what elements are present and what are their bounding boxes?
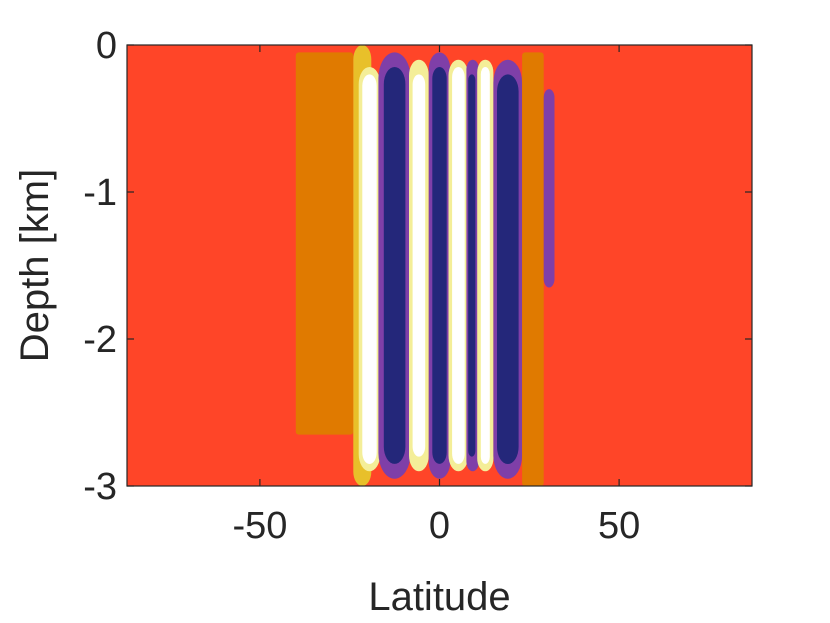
contour-band-10 [432,67,447,464]
contour-bands [295,45,555,487]
contour-band-16 [480,67,490,464]
x-axis-label: Latitude [368,575,510,619]
contour-band-14 [468,74,476,457]
y-tick-label: -3 [83,466,117,508]
y-tick-label: 0 [96,25,117,67]
y-axis-ticks: 0 -1 -2 -3 [83,25,752,508]
x-tick-label: -50 [232,505,287,547]
contour-band-12 [452,67,465,464]
contour-band-4 [362,74,377,465]
contour-band-18 [497,74,519,465]
y-tick-label: -1 [83,172,117,214]
x-tick-label: 50 [598,505,640,547]
contour-band-19 [522,52,544,487]
x-axis-ticks: -50 0 50 [232,45,640,547]
x-tick-label: 0 [429,505,450,547]
contour-band-6 [383,67,406,464]
contour-band-8 [412,74,426,457]
contour-band-1 [295,52,354,435]
contour-band-20 [543,89,555,288]
y-axis-label: Depth [km] [13,169,57,362]
y-tick-label: -2 [83,319,117,361]
